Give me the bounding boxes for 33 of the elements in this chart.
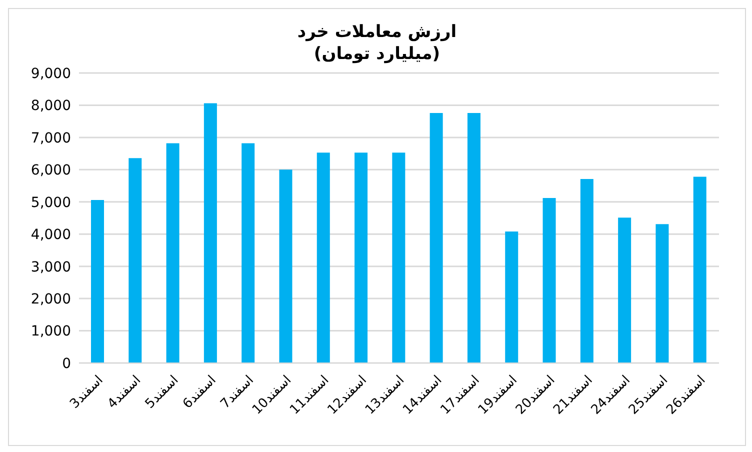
x-tick-label: 4اسفند [104, 372, 144, 412]
y-tick-label: 2,000 [30, 292, 71, 308]
y-tick-label: 8,000 [30, 98, 71, 114]
chart-title: ارزش معاملات خرد [296, 21, 458, 43]
x-tick-label: 3اسفند [67, 372, 106, 412]
bar [128, 158, 142, 363]
bar [542, 198, 556, 363]
y-tick-label: 6,000 [30, 162, 71, 179]
y-tick-label: 5,000 [30, 194, 71, 211]
y-tick-label: 3,000 [30, 259, 71, 276]
bar [467, 112, 480, 363]
y-tick-label: 0 [62, 356, 71, 372]
bar [392, 152, 406, 363]
bar [580, 179, 594, 363]
bar [505, 232, 518, 363]
y-tick-label: 7,000 [30, 130, 71, 146]
bar [430, 112, 443, 363]
bar [91, 200, 104, 363]
bar [618, 218, 632, 363]
bar [279, 170, 292, 363]
bar [316, 152, 330, 363]
y-tick-label: 4,000 [30, 227, 71, 244]
bar [242, 143, 255, 363]
bar [166, 143, 180, 363]
bar [204, 103, 217, 363]
x-tick-label: 5اسفند [142, 372, 182, 412]
x-tick-label: 6اسفند [180, 372, 220, 412]
y-tick-label: 9,000 [30, 66, 71, 82]
bar [656, 224, 669, 363]
chart-subtitle: (میلیارد تومان) [312, 43, 442, 65]
y-tick-label: 1,000 [30, 324, 71, 340]
bar [354, 152, 368, 363]
bar [693, 176, 706, 363]
